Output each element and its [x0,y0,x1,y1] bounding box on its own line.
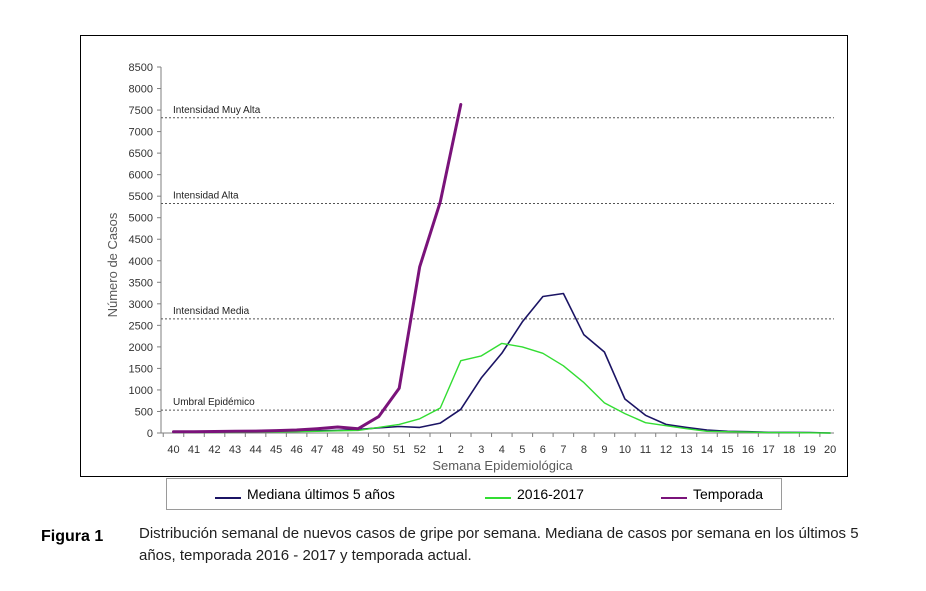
x-tick-label: 43 [229,444,241,456]
y-tick-label: 8500 [129,62,153,74]
y-tick-label: 6500 [129,148,153,160]
x-tick-label: 51 [393,444,405,456]
y-tick-label: 2500 [129,320,153,332]
x-tick-label: 11 [640,444,651,456]
x-tick-label: 4 [499,444,505,456]
y-tick-label: 7500 [129,105,153,117]
x-tick-label: 41 [188,444,200,456]
line-chart: 0 500 1000 1500 2000 2500 3000 3500 4000 4500 5000… [105,62,836,473]
y-tick-label: 3500 [129,277,153,289]
x-tick-label: 8 [581,444,587,456]
y-tick-label: 8000 [129,84,153,96]
x-tick-label: 14 [701,444,713,456]
legend-label-mediana: Mediana últimos 5 años [247,486,395,502]
y-axis-title: Número de Casos [105,212,120,317]
x-tick-label: 10 [619,444,631,456]
x-tick-label: 49 [352,444,364,456]
x-tick-label: 9 [601,444,607,456]
y-tick-label: 2000 [129,342,153,354]
x-tick-label: 50 [373,444,385,456]
chart-legend: Mediana últimos 5 años 2016-2017 Tempora… [166,478,782,510]
x-tick-label: 45 [270,444,282,456]
legend-swatch-2016-2017 [485,497,511,499]
threshold-label: Intensidad Media [173,306,250,317]
figure-caption: Distribución semanal de nuevos casos de … [139,525,859,564]
x-tick-label: 13 [680,444,692,456]
series-line-1 [172,292,831,434]
x-tick-label: 40 [167,444,179,456]
legend-label-temporada: Temporada [693,486,764,502]
x-tick-label: 5 [519,444,525,456]
x-tick-label: 47 [311,444,323,456]
y-tick-label: 3000 [129,299,153,311]
x-tick-label: 1 [437,444,443,456]
y-tick-label: 5000 [129,213,153,225]
y-tick-label: 500 [135,406,153,418]
threshold-label: Intensidad Muy Alta [173,105,261,116]
x-tick-label: 6 [540,444,546,456]
x-tick-label: 18 [783,444,795,456]
x-tick-label: 48 [332,444,344,456]
legend-swatch-temporada [661,497,687,499]
x-tick-label: 3 [478,444,484,456]
x-tick-label: 46 [290,444,302,456]
x-tick-label: 2 [458,444,464,456]
x-tick-label: 20 [824,444,836,456]
threshold-label: Umbral Epidémico [173,397,255,408]
y-tick-label: 0 [147,428,153,440]
x-tick-label: 17 [762,444,774,456]
threshold-label: Intensidad Alta [173,190,239,201]
y-tick-label: 5500 [129,191,153,203]
y-tick-label: 1500 [129,363,153,375]
x-tick-label: 42 [208,444,220,456]
y-tick-label: 1000 [129,385,153,397]
legend-item-temporada: Temporada [661,486,763,502]
x-tick-label: 7 [560,444,566,456]
x-tick-label: 19 [803,444,815,456]
figure-label: Figura 1 [41,528,104,545]
x-tick-label: 44 [249,444,261,456]
legend-label-2016-2017: 2016-2017 [517,486,584,502]
x-tick-label: 16 [742,444,754,456]
series-line-3 [172,103,463,434]
series-line-2 [172,342,831,434]
legend-item-2016-2017: 2016-2017 [485,486,584,502]
y-tick-label: 7000 [129,127,153,139]
y-tick-label: 4500 [129,234,153,246]
x-axis-title: Semana Epidemiológica [432,458,573,473]
legend-swatch-mediana [215,497,241,499]
x-tick-label: 52 [414,444,426,456]
y-tick-label: 6000 [129,170,153,182]
y-tick-label: 4000 [129,256,153,268]
x-tick-label: 12 [660,444,672,456]
legend-item-mediana: Mediana últimos 5 años [215,486,395,502]
chart-frame: 0 500 1000 1500 2000 2500 3000 3500 4000 4500 5000… [80,35,848,477]
x-tick-label: 15 [721,444,733,456]
